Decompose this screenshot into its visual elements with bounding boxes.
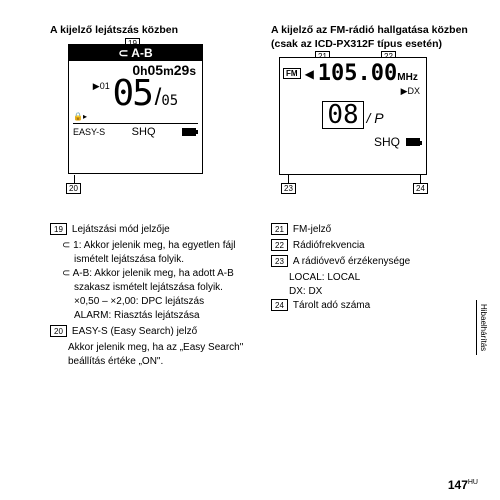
left-legend: 19Lejátszási mód jelzője ⊂ 1: Akkor jele…	[50, 223, 251, 369]
right-lcd-wrap: 21 22 FM ◀ 105.00MHz ▶DX 08 / P SHQ	[271, 57, 472, 175]
fm-frequency: 105.00MHz	[318, 61, 418, 86]
battery-icon	[406, 138, 420, 146]
shq: SHQ	[132, 126, 156, 138]
left-lcd-wrap: 19 ⊂ A-B 0h05m29s ▶01 05 /05 🔒▸ EASY-S S…	[50, 44, 251, 174]
callout-24: 24	[413, 183, 428, 194]
easy-s: EASY-S	[73, 127, 105, 137]
side-tab: Hibaelhárítás	[476, 300, 490, 355]
lcd-topbar: ⊂ A-B	[69, 45, 202, 61]
callout-23: 23	[281, 183, 296, 194]
lcd-main: ▶01 05 /05	[69, 78, 202, 112]
lcd-playback: ⊂ A-B 0h05m29s ▶01 05 /05 🔒▸ EASY-S SHQ	[68, 44, 203, 174]
fm-preset: 08	[322, 101, 363, 129]
lcd-fm: FM ◀ 105.00MHz ▶DX 08 / P SHQ	[279, 57, 427, 175]
page-number: 147HU	[448, 478, 478, 492]
left-title: A kijelző lejátszás közben	[50, 24, 251, 38]
right-legend: 21FM-jelző 22Rádiófrekvencia 23A rádióve…	[271, 223, 472, 369]
right-title: A kijelző az FM-rádió hallgatása közben …	[271, 24, 472, 51]
fm-dx: ▶DX	[280, 86, 426, 97]
fm-p-label: / P	[366, 110, 383, 126]
callout-20: 20	[66, 183, 81, 194]
fm-shq: SHQ	[374, 135, 400, 149]
fm-badge: FM	[283, 68, 301, 79]
arrow-icon: ◀	[305, 67, 314, 81]
battery-icon	[182, 128, 196, 136]
